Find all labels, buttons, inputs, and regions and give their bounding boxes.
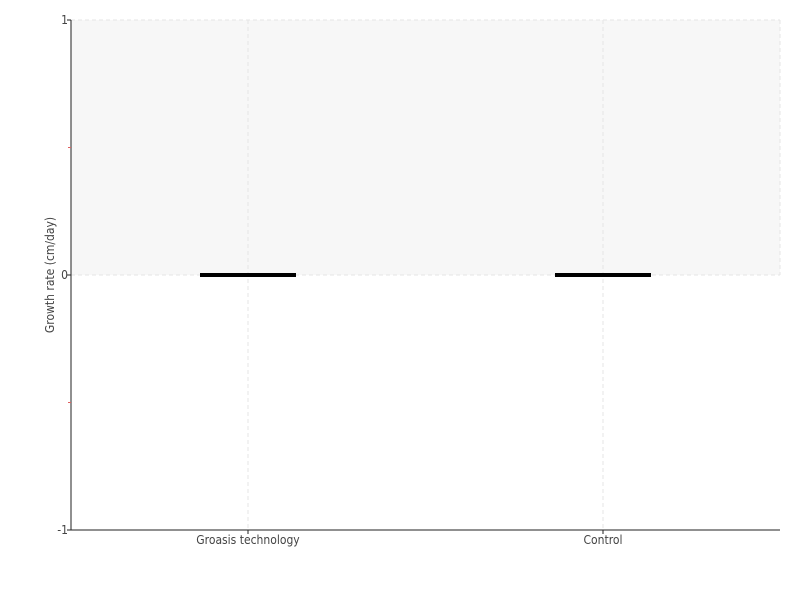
y-tick-label: 0: [61, 268, 68, 282]
y-tick-label: 1: [61, 13, 68, 27]
x-tick-label: Control: [584, 533, 623, 547]
x-tick-label: Groasis technology: [196, 533, 300, 547]
box-0: [200, 273, 296, 277]
shaded-band: [71, 20, 780, 275]
y-axis-label: Growth rate (cm/day): [43, 217, 57, 333]
y-tick-label: -1: [57, 523, 68, 537]
box-1: [555, 273, 651, 277]
